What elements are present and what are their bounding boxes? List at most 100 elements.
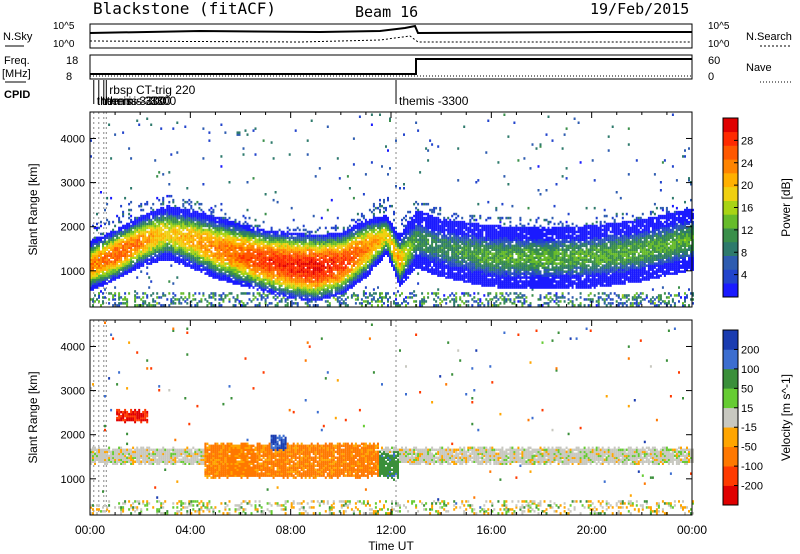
power-cell bbox=[200, 208, 203, 212]
power-cell bbox=[226, 266, 229, 269]
power-cell bbox=[92, 268, 94, 271]
power-cell bbox=[138, 244, 141, 248]
power-cell bbox=[118, 302, 121, 305]
power-cell bbox=[246, 181, 249, 184]
power-cell bbox=[172, 198, 175, 202]
power-cell bbox=[140, 232, 143, 236]
power-cell bbox=[212, 304, 215, 307]
power-cell bbox=[152, 298, 155, 301]
power-cell bbox=[383, 210, 385, 214]
power-cell bbox=[280, 298, 283, 301]
power-cell bbox=[399, 304, 401, 307]
power-cell bbox=[156, 244, 159, 248]
power-cell bbox=[168, 214, 171, 218]
power-cell bbox=[182, 198, 185, 202]
power-cell bbox=[230, 278, 233, 281]
power-cell bbox=[116, 214, 119, 218]
power-cell bbox=[256, 304, 259, 307]
power-cell bbox=[366, 230, 369, 234]
power-cell bbox=[148, 250, 151, 253]
power-cell bbox=[162, 304, 165, 307]
power-cell bbox=[136, 228, 139, 232]
power-cell bbox=[172, 254, 175, 257]
power-cell bbox=[102, 242, 104, 246]
power-cell bbox=[200, 254, 203, 257]
power-cell bbox=[102, 274, 104, 277]
power-cell bbox=[326, 300, 329, 303]
power-cell bbox=[368, 302, 371, 305]
power-cell bbox=[110, 292, 113, 295]
power-cell bbox=[128, 292, 131, 295]
power-cell bbox=[354, 302, 357, 305]
power-cell bbox=[156, 302, 159, 305]
power-cell bbox=[102, 272, 104, 275]
power-cell bbox=[142, 230, 145, 234]
power-cell bbox=[266, 262, 269, 265]
power-cell bbox=[104, 280, 106, 283]
power-cell bbox=[106, 248, 109, 251]
power-cell bbox=[216, 216, 219, 220]
power-cell bbox=[162, 248, 165, 251]
power-cell bbox=[94, 276, 96, 279]
power-cell bbox=[168, 234, 171, 238]
power-cell bbox=[126, 298, 129, 301]
power-cell bbox=[122, 232, 125, 236]
power-cell bbox=[152, 202, 155, 206]
power-cell bbox=[206, 222, 209, 226]
power-cell bbox=[158, 244, 161, 248]
power-cell bbox=[362, 290, 365, 293]
power-cell bbox=[130, 252, 133, 255]
power-cell bbox=[180, 302, 183, 305]
power-cell bbox=[126, 248, 129, 251]
power-cell bbox=[90, 254, 92, 257]
power-cell bbox=[381, 304, 383, 307]
power-cell bbox=[224, 212, 227, 216]
power-cell bbox=[244, 224, 247, 228]
power-cell bbox=[116, 254, 119, 257]
power-cell bbox=[130, 224, 133, 228]
power-cell bbox=[336, 296, 339, 299]
power-cell bbox=[172, 248, 175, 251]
power-cell bbox=[391, 250, 393, 253]
power-cell bbox=[254, 127, 257, 130]
power-cell bbox=[312, 288, 315, 291]
power-cell bbox=[104, 264, 106, 267]
power-cell bbox=[270, 234, 273, 238]
power-cell bbox=[142, 260, 145, 263]
power-cell bbox=[148, 230, 151, 234]
power-cell bbox=[296, 302, 299, 305]
power-cell bbox=[106, 202, 109, 206]
power-cell bbox=[130, 234, 133, 238]
power-cell bbox=[148, 232, 151, 236]
power-cell bbox=[158, 232, 161, 236]
power-cell bbox=[324, 300, 327, 303]
power-cell bbox=[104, 252, 106, 255]
power-cell bbox=[90, 266, 92, 269]
power-cell bbox=[120, 268, 123, 271]
power-cell bbox=[92, 304, 94, 307]
power-cell bbox=[166, 248, 169, 251]
power-cell bbox=[104, 222, 106, 226]
power-cell bbox=[354, 224, 357, 228]
power-cell bbox=[100, 252, 102, 255]
power-cell bbox=[128, 147, 131, 150]
power-cell bbox=[170, 234, 173, 238]
power-cell bbox=[138, 232, 141, 236]
power-cell bbox=[144, 254, 147, 257]
power-cell bbox=[202, 292, 205, 295]
power-cell bbox=[130, 266, 133, 269]
power-cell bbox=[385, 248, 387, 251]
power-cell bbox=[288, 290, 291, 293]
power-cell bbox=[142, 256, 145, 259]
power-cell bbox=[112, 254, 115, 257]
power-cell bbox=[98, 252, 100, 255]
power-cell bbox=[128, 222, 131, 226]
power-cell bbox=[140, 214, 143, 218]
power-cell bbox=[166, 250, 169, 253]
power-cell bbox=[146, 246, 149, 250]
power-cell bbox=[120, 264, 123, 267]
power-cell bbox=[158, 224, 161, 228]
power-cell bbox=[154, 240, 157, 244]
power-cell bbox=[120, 230, 123, 234]
power-cell bbox=[130, 226, 133, 230]
